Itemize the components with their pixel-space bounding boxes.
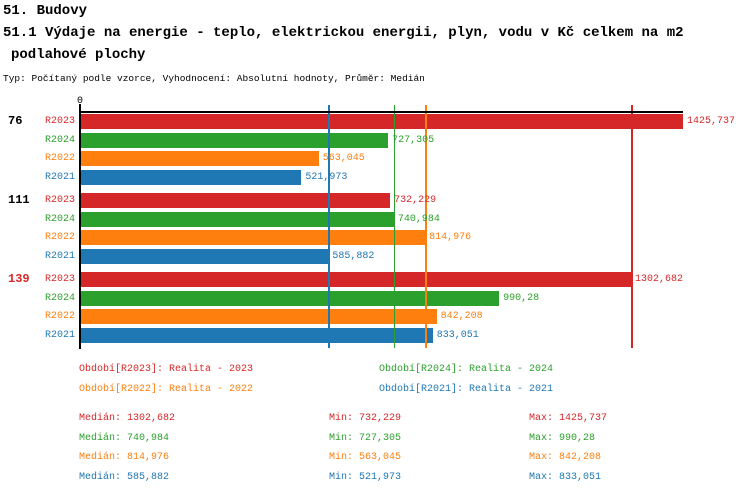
median-line-orange — [425, 105, 427, 348]
legend-item-blue: Období[R2021]: Realita - 2021 — [379, 383, 554, 395]
legend-item-green: Období[R2024]: Realita - 2024 — [379, 364, 554, 375]
bar-value-label: 521,973 — [305, 171, 348, 183]
bar-value-label: 990,28 — [503, 292, 540, 304]
bar — [81, 290, 500, 306]
bar — [81, 114, 683, 129]
bar — [81, 193, 391, 208]
bar — [81, 248, 329, 264]
legend-item-orange: Období[R2022]: Realita - 2022 — [79, 383, 254, 395]
bar-series-label: R2021 — [44, 171, 75, 183]
bar-series-label: R2021 — [44, 329, 75, 341]
stat-max-blue: Max: 833,051 — [529, 471, 602, 483]
bar — [81, 272, 632, 287]
bar — [81, 132, 389, 148]
report-section-title: 51. Budovy — [3, 3, 88, 19]
bar — [81, 211, 394, 227]
bar-series-label: R2023 — [44, 116, 75, 127]
bar-series-label: R2024 — [44, 292, 75, 304]
stat-max-red: Max: 1425,737 — [529, 413, 608, 424]
group-label: 139 — [8, 272, 30, 286]
stat-min-blue: Min: 521,973 — [329, 471, 402, 483]
stat-median-red: Medián: 1302,682 — [79, 413, 176, 424]
chart-title-line2: podlahové plochy — [11, 47, 146, 63]
bar-series-label: R2024 — [44, 213, 75, 225]
x-axis-zero-tick-label: 0 — [76, 96, 83, 107]
bar-series-label: R2022 — [44, 153, 75, 164]
bar — [81, 327, 433, 343]
bar-value-label: 563,045 — [322, 153, 365, 164]
bar — [81, 151, 319, 166]
group-label: 111 — [8, 193, 30, 207]
chart-title-line1: 51.1 Výdaje na energie - teplo, elektric… — [3, 25, 684, 41]
bar-value-label: 727,305 — [392, 134, 435, 146]
stat-min-green: Min: 727,305 — [329, 432, 402, 444]
stat-max-green: Max: 990,28 — [529, 432, 596, 444]
bar-series-label: R2021 — [44, 250, 75, 262]
bar-value-label: 1425,737 — [687, 116, 736, 127]
median-line-blue — [328, 105, 330, 348]
bar-value-label: 1302,682 — [635, 274, 684, 285]
median-line-red — [631, 105, 633, 348]
bar-series-label: R2023 — [44, 195, 75, 206]
bar-value-label: 585,882 — [332, 250, 375, 262]
bar-value-label: 732,229 — [394, 195, 437, 206]
stat-median-orange: Medián: 814,976 — [79, 452, 170, 463]
median-line-green — [393, 105, 396, 348]
bar-series-label: R2022 — [44, 232, 75, 243]
bar — [81, 230, 426, 245]
stat-median-green: Medián: 740,984 — [79, 432, 170, 444]
bar-value-label: 740,984 — [397, 213, 440, 225]
bar-value-label: 842,208 — [440, 311, 483, 322]
stat-median-blue: Medián: 585,882 — [79, 471, 170, 483]
bar-series-label: R2022 — [44, 311, 75, 322]
stat-max-orange: Max: 842,208 — [529, 452, 602, 463]
bar-value-label: 814,976 — [429, 232, 472, 243]
legend-item-red: Období[R2023]: Realita - 2023 — [79, 364, 254, 375]
x-axis-line — [79, 111, 683, 113]
bar-series-label: R2024 — [44, 134, 75, 146]
stat-min-orange: Min: 563,045 — [329, 452, 402, 463]
bar — [81, 309, 437, 324]
bar — [81, 169, 302, 185]
bar-value-label: 833,051 — [436, 329, 479, 341]
stat-min-red: Min: 732,229 — [329, 413, 402, 424]
chart-meta-info: Typ: Počítaný podle vzorce, Vyhodnocení:… — [3, 73, 425, 84]
bar-series-label: R2023 — [44, 274, 75, 285]
group-label: 76 — [8, 114, 23, 128]
y-axis-line — [79, 104, 81, 349]
